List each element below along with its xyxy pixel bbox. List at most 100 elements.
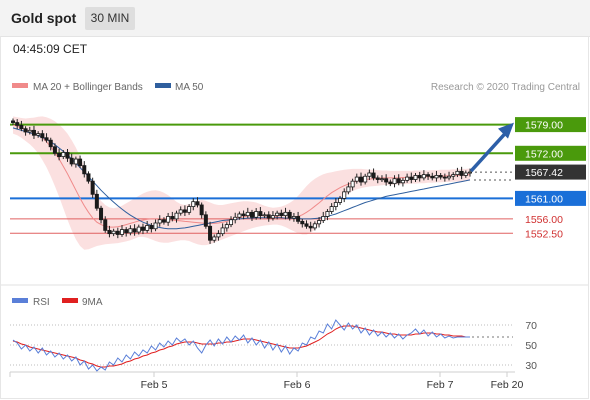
candle-up [233,216,238,221]
candle-down [132,228,137,233]
candle-up [73,158,78,165]
candle-down [287,211,292,219]
x-tick-label: Feb 20 [491,379,524,391]
candle-up [187,206,192,213]
candle-up [338,197,343,203]
candle-up [166,216,171,223]
candle-up [245,211,250,217]
current-price-box [515,164,586,180]
candle-down [195,201,200,206]
candle-down [459,170,464,176]
candle-down [40,133,45,139]
candle-up [145,225,150,231]
candle-down [296,216,301,222]
candle-down [103,219,108,231]
pivot-label-1561-00: 1561.00 [525,193,563,205]
candle-down [48,139,53,148]
candle-down [182,209,187,213]
candle-down [249,211,254,218]
pivot-label-box-1561-00 [515,190,586,206]
projection-arrow-shaft [469,131,508,173]
candle-down [10,120,15,123]
rsi-ma-legend-swatch [62,298,78,303]
candle-down [78,158,83,166]
rsi-ma-line [12,325,470,368]
candle-up [275,212,280,217]
candle-up [405,176,410,181]
ma20-legend-swatch [12,83,28,88]
ma20-line [12,124,471,228]
chart-header: Gold spot 30 MIN [0,0,590,37]
candle-down [375,177,380,180]
candle-up [291,216,296,219]
candle-up [312,223,317,229]
rsi-ma-legend-label: 9MA [82,297,103,308]
timeframe-button[interactable]: 30 MIN [85,7,135,30]
resistance-label-box-1579-00 [515,117,586,133]
candle-up [178,209,183,214]
resistance-label-1579-00: 1579.00 [525,120,563,132]
candle-down [69,157,74,165]
candle-down [149,225,154,230]
candle-down [388,181,393,185]
candle-up [61,152,66,157]
candle-down [82,165,87,175]
candle-up [224,224,229,229]
candle-down [161,219,166,223]
resistance-label-box-1572-00 [515,145,586,161]
candle-down [258,211,263,217]
candle-down [99,207,104,221]
timestamp: 04:45:09 CET [13,42,88,56]
ma50-legend-label: MA 50 [175,82,204,93]
candle-up [111,230,116,235]
candle-down [94,193,99,209]
copyright-label: Research © 2020 Trading Central [431,82,580,93]
candle-down [358,176,363,183]
candle-up [434,175,439,179]
candle-down [31,129,36,136]
candle-down [90,180,95,195]
candle-up [220,227,225,235]
candle-down [65,152,70,159]
candle-up [157,219,162,224]
rsi-tick-label-50: 50 [525,340,537,352]
candle-down [124,229,129,234]
projection-arrow-head [498,122,514,139]
candle-down [438,175,443,178]
candle-down [203,214,208,227]
candle-up [329,206,334,212]
candle-down [396,178,401,184]
candle-up [229,219,234,226]
candle-up [254,211,259,218]
candle-up [325,211,330,217]
candle-down [300,220,305,225]
candle-down [107,229,112,235]
candle-up [237,213,242,218]
candle-up [317,220,322,225]
resistance-label-1572-00: 1572.00 [525,148,563,160]
rsi-legend-swatch [12,298,28,303]
candle-up [283,211,288,217]
candle-up [447,175,452,179]
candle-down [140,226,145,231]
candle-up [413,175,418,180]
candle-down [279,212,284,217]
candle-up [451,174,456,177]
candle-up [455,170,460,176]
candle-down [44,137,49,141]
bollinger-band [13,116,470,250]
rsi-tick-label-30: 30 [525,360,537,372]
candle-down [170,216,175,220]
candle-down [241,213,246,217]
candle-up [333,202,338,207]
support-label-1556-00: 1556.00 [525,214,563,226]
candle-down [308,225,313,229]
candle-down [442,176,447,179]
candle-up [36,133,41,136]
candle-up [367,172,372,177]
candle-up [128,228,133,234]
candle-down [199,204,204,216]
ma20-legend-label: MA 20 + Bollinger Bands [33,82,143,93]
candle-up [120,229,125,235]
